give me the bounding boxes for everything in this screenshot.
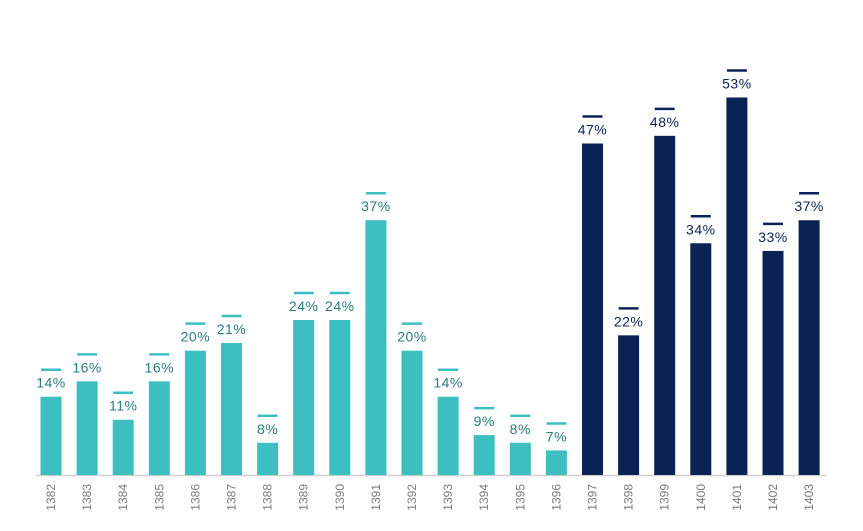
data-label-1397: 47% bbox=[578, 121, 608, 137]
bar-1386 bbox=[184, 350, 206, 475]
x-tick-label-1399: 1399 bbox=[658, 484, 672, 511]
x-tick-label-1395: 1395 bbox=[513, 484, 527, 511]
bar-1402 bbox=[762, 250, 784, 475]
bar-1401 bbox=[726, 97, 748, 476]
x-tick-label-1388: 1388 bbox=[261, 484, 275, 511]
data-label-1401: 53% bbox=[722, 75, 752, 91]
bar-1397 bbox=[582, 143, 603, 476]
x-tick-label-1393: 1393 bbox=[441, 484, 455, 511]
bar-1393 bbox=[437, 396, 459, 475]
x-tick-label-1402: 1402 bbox=[766, 484, 780, 511]
data-label-1403: 37% bbox=[794, 198, 824, 214]
x-tick-label-1389: 1389 bbox=[297, 484, 311, 511]
bar-1400 bbox=[690, 243, 712, 475]
data-label-1390: 24% bbox=[325, 298, 355, 314]
data-label-1387: 21% bbox=[217, 321, 247, 337]
x-tick-label-1387: 1387 bbox=[225, 484, 239, 511]
data-label-1385: 16% bbox=[145, 359, 175, 375]
bar-1383 bbox=[76, 381, 98, 475]
x-tick-label-1392: 1392 bbox=[405, 484, 419, 511]
bar-1396 bbox=[545, 450, 567, 475]
x-tick-label-1391: 1391 bbox=[369, 484, 383, 511]
x-tick-label-1386: 1386 bbox=[188, 484, 202, 511]
x-tick-label-1400: 1400 bbox=[694, 484, 708, 511]
data-label-1393: 14% bbox=[433, 375, 463, 391]
bar-1387 bbox=[221, 343, 242, 475]
x-tick-label-1383: 1383 bbox=[80, 484, 94, 511]
data-label-1383: 16% bbox=[72, 359, 102, 375]
data-label-1389: 24% bbox=[289, 298, 319, 314]
data-label-1382: 14% bbox=[36, 375, 66, 391]
bar-1403 bbox=[798, 220, 820, 475]
x-tick-label-1385: 1385 bbox=[152, 484, 166, 511]
data-label-1391: 37% bbox=[361, 198, 391, 214]
data-label-1400: 34% bbox=[686, 221, 716, 237]
x-tick-label-1401: 1401 bbox=[730, 484, 744, 511]
bar-1398 bbox=[618, 335, 640, 475]
bar-1390 bbox=[329, 319, 351, 475]
bar-1395 bbox=[509, 442, 531, 475]
bar-1384 bbox=[112, 419, 134, 475]
data-label-1398: 22% bbox=[614, 313, 644, 329]
bar-1382 bbox=[40, 396, 62, 475]
data-label-1388: 8% bbox=[257, 421, 278, 437]
bar-1388 bbox=[257, 442, 279, 475]
x-tick-label-1384: 1384 bbox=[116, 484, 130, 511]
bar-1394 bbox=[473, 435, 495, 475]
data-label-1392: 20% bbox=[397, 329, 427, 345]
x-tick-label-1398: 1398 bbox=[622, 484, 636, 511]
x-tick-label-1397: 1397 bbox=[586, 484, 600, 511]
bar-1392 bbox=[401, 350, 423, 475]
data-label-1394: 9% bbox=[474, 413, 495, 429]
x-tick-label-1390: 1390 bbox=[333, 484, 347, 511]
bar-1399 bbox=[654, 135, 676, 475]
bar-1385 bbox=[148, 381, 170, 475]
bar-1391 bbox=[365, 220, 387, 475]
data-label-1386: 20% bbox=[181, 329, 211, 345]
x-tick-label-1382: 1382 bbox=[44, 484, 58, 511]
x-tick-label-1394: 1394 bbox=[477, 484, 491, 511]
data-label-1395: 8% bbox=[510, 421, 531, 437]
data-label-1396: 7% bbox=[546, 428, 567, 444]
data-label-1399: 48% bbox=[650, 114, 680, 130]
x-tick-label-1403: 1403 bbox=[802, 484, 816, 511]
x-tick-label-1396: 1396 bbox=[549, 484, 563, 511]
data-label-1402: 33% bbox=[758, 229, 788, 245]
bar-1389 bbox=[293, 319, 315, 475]
data-label-1384: 11% bbox=[109, 398, 137, 414]
